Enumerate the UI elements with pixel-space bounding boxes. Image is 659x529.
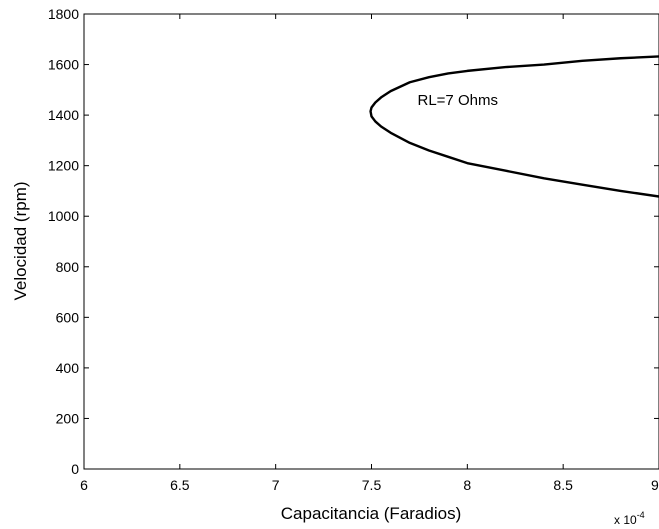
x-tick-label: 7 [272, 477, 280, 493]
x-multiplier-exponent: -4 [637, 510, 645, 520]
y-axis: 0 200 400 600 800 1000 1200 1400 1600 1800 [48, 6, 659, 477]
x-multiplier-base: x 10 [614, 513, 637, 527]
series-layer [369, 55, 659, 198]
y-tick-label: 1600 [48, 57, 79, 73]
x-tick-label: 8.5 [553, 477, 573, 493]
y-tick-label: 1400 [48, 107, 79, 123]
x-tick-label: 9 [651, 477, 659, 493]
y-tick-label: 600 [56, 309, 80, 325]
x-axis-label: Capacitancia (Faradios) [281, 504, 461, 523]
annotation-layer: RL=7 Ohms [418, 92, 498, 109]
series-line [369, 55, 659, 198]
y-tick-label: 800 [56, 259, 80, 275]
y-tick-label: 1200 [48, 158, 79, 174]
y-tick-label: 1000 [48, 208, 79, 224]
y-tick-label: 400 [56, 360, 80, 376]
y-tick-label: 200 [56, 410, 80, 426]
plot-area [83, 13, 659, 470]
x-axis: 6 6.5 7 7.5 8 8.5 9 [80, 14, 659, 493]
x-tick-label: 6 [80, 477, 88, 493]
y-axis-label: Velocidad (rpm) [11, 181, 30, 300]
curve-annotation: RL=7 Ohms [418, 92, 498, 109]
y-tick-label: 0 [71, 461, 79, 477]
y-tick-label: 1800 [48, 6, 79, 22]
x-tick-label: 6.5 [170, 477, 190, 493]
x-multiplier: x 10-4 [614, 510, 645, 527]
x-tick-label: 7.5 [362, 477, 382, 493]
x-tick-label: 8 [463, 477, 471, 493]
